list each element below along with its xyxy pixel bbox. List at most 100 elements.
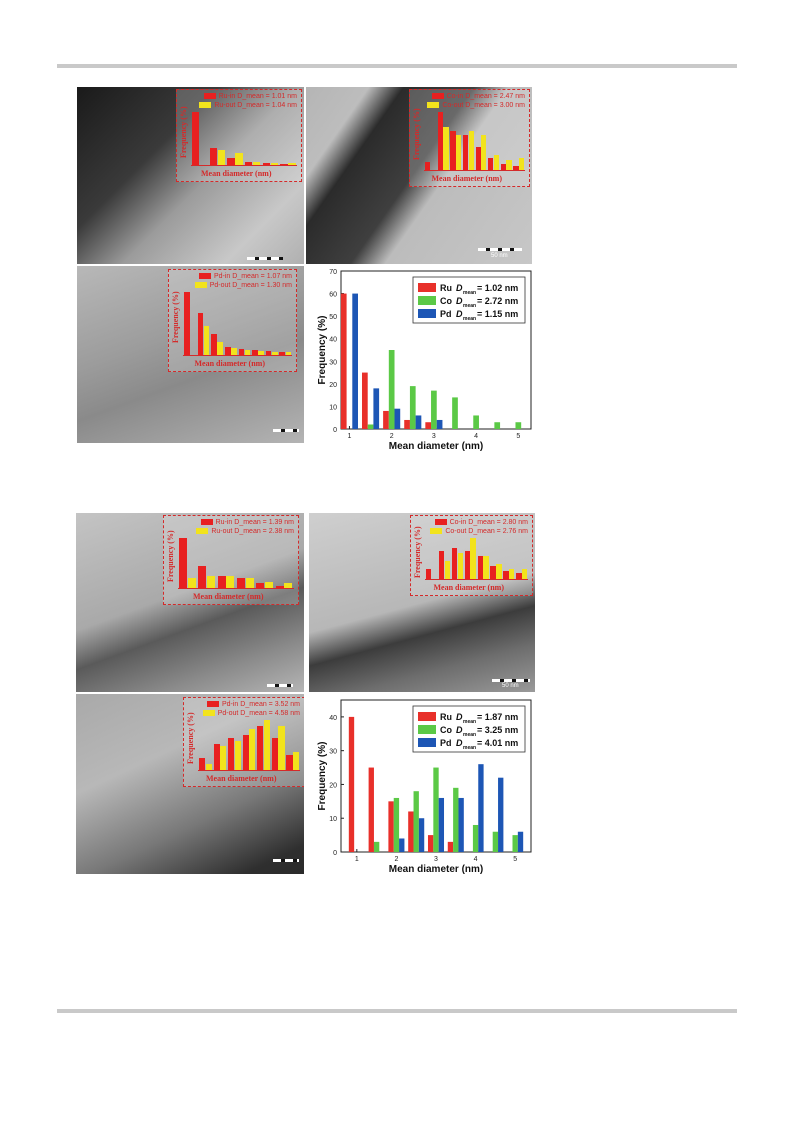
legend-dmean-symbol: D (456, 309, 463, 319)
bar-ru (425, 422, 432, 429)
legend-dmean-sub: mean (463, 745, 476, 751)
inset-bar (237, 578, 246, 588)
inset-bar (227, 158, 235, 165)
inset-bar (252, 162, 261, 165)
legend-label: Co-in D_mean = 2.80 nm (449, 519, 528, 526)
inset-histogram: Ru-in D_mean = 1.39 nm Ru-out D_mean = 2.… (163, 515, 299, 605)
inset-bar (450, 131, 456, 170)
inset-ylabel: Frequency (%) (166, 530, 175, 582)
bar-chart-a: 0 10 20 30 40 50 60 70 1 2 3 4 5 Mean diameter (nm) Fr… (306, 266, 537, 456)
tem-image-ru-b: Ru-in D_mean = 1.39 nm Ru-out D_mean = 2.… (76, 513, 304, 692)
inset-bar (288, 163, 296, 165)
legend-dmean-sub: mean (463, 290, 476, 296)
y-tick-label: 10 (329, 404, 337, 411)
legend-swatch (418, 309, 436, 318)
legend-label: Pd-out D_mean = 1.30 nm (209, 282, 292, 289)
inset-histogram: Ru-in D_mean = 1.01 nm Ru-out D_mean = 1.… (176, 89, 302, 182)
x-tick-label: 3 (432, 433, 436, 440)
x-axis-label: Mean diameter (nm) (389, 441, 483, 452)
legend-swatch (427, 102, 440, 109)
inset-xlabel: Mean diameter (nm) (431, 174, 503, 183)
inset-histogram: Co-in D_mean = 2.47 nm Co-out D_mean = 3.… (409, 89, 530, 187)
inset-bar (519, 158, 525, 170)
inset-bar (270, 163, 279, 165)
bar-ru (348, 716, 355, 852)
inset-bar (475, 146, 481, 170)
legend-dmean-value: = 1.87 nm (477, 712, 518, 722)
x-tick-label: 3 (434, 856, 438, 863)
inset-bar (292, 752, 300, 770)
inset-legend-entry: Ru-out D_mean = 2.38 nm (196, 528, 294, 535)
inset-legend-entry: Ru-in D_mean = 1.39 nm (200, 519, 294, 526)
bar-co (515, 422, 522, 429)
bar-ru (383, 410, 389, 429)
bar-co (472, 824, 479, 852)
inset-bar (207, 575, 216, 588)
bar-pd (418, 818, 425, 852)
legend-label: Co-out D_mean = 2.76 nm (445, 528, 528, 535)
inset-bar (252, 349, 258, 355)
inset-axis (425, 579, 528, 580)
legend-label: Pd-in D_mean = 3.52 nm (221, 701, 300, 708)
legend-label: Co (440, 296, 452, 306)
scale-label: 50 nm (491, 253, 508, 259)
inset-bar (451, 548, 458, 579)
y-tick-label: 10 (329, 816, 337, 823)
inset-bar (286, 755, 293, 770)
inset-xlabel: Mean diameter (nm) (206, 774, 277, 783)
scale-bar (478, 248, 522, 251)
bar-co (413, 791, 419, 852)
inset-bar (490, 566, 496, 579)
inset-bar (265, 581, 274, 588)
inset-bar (226, 575, 235, 588)
inset-axis (183, 355, 292, 356)
y-tick-label: 20 (329, 382, 337, 389)
inset-bar (265, 350, 272, 355)
inset-bar (275, 585, 284, 588)
scale-label: 50 nm (502, 683, 519, 689)
x-tick-label: 2 (394, 856, 398, 863)
bar-ru (404, 419, 410, 429)
legend-label: Ru-out D_mean = 1.04 nm (214, 102, 297, 109)
bar-ru (368, 767, 374, 852)
bar-chart-b: 0 10 20 30 40 1 2 3 4 5 Mean diameter (nm) Frequenc… (306, 694, 537, 878)
bar-co (373, 841, 380, 852)
legend-swatch (418, 712, 436, 721)
inset-bar (509, 568, 515, 579)
scale-bar (267, 684, 293, 687)
inset-bar (279, 351, 286, 355)
inset-bar (470, 538, 476, 579)
bar-pd (352, 293, 358, 429)
inset-bar (438, 550, 445, 579)
inset-bar (262, 163, 271, 165)
bar-co (512, 835, 518, 852)
bar-pd (399, 838, 405, 852)
inset-bar (199, 758, 206, 770)
inset-legend-entry: Co-out D_mean = 2.76 nm (430, 528, 528, 535)
inset-bar (203, 325, 210, 355)
inset-legend-entry: Ru-in D_mean = 1.01 nm (203, 93, 297, 100)
x-tick-label: 4 (474, 433, 478, 440)
x-axis-label: Mean diameter (nm) (389, 864, 483, 875)
y-axis-label: Frequency (%) (317, 742, 328, 811)
inset-bar (244, 349, 251, 355)
bar-pd (458, 797, 464, 852)
legend-label: Ru (440, 712, 452, 722)
inset-axis (198, 770, 300, 771)
inset-bar (444, 561, 451, 579)
legend-label: Pd-in D_mean = 1.07 nm (213, 273, 292, 280)
scale-bar (492, 679, 530, 682)
legend-swatch (194, 282, 207, 289)
x-tick-label: 1 (347, 433, 351, 440)
inset-bar (224, 346, 231, 355)
inset-bar (187, 578, 196, 588)
tem-image-pd: Pd-in D_mean = 1.07 nm Pd-out D_mean = 1.… (77, 266, 304, 443)
legend-label: Ru-out D_mean = 2.38 nm (211, 528, 294, 535)
inset-bar (280, 164, 288, 165)
legend-dmean-symbol: D (456, 725, 463, 735)
legend-swatch (200, 519, 213, 526)
bar-pd (373, 388, 380, 429)
inset-xlabel: Mean diameter (nm) (201, 169, 272, 178)
tem-image-ru: Ru-in D_mean = 1.01 nm Ru-out D_mean = 1.… (77, 87, 304, 264)
inset-legend-entry: Co-in D_mean = 2.47 nm (431, 93, 525, 100)
